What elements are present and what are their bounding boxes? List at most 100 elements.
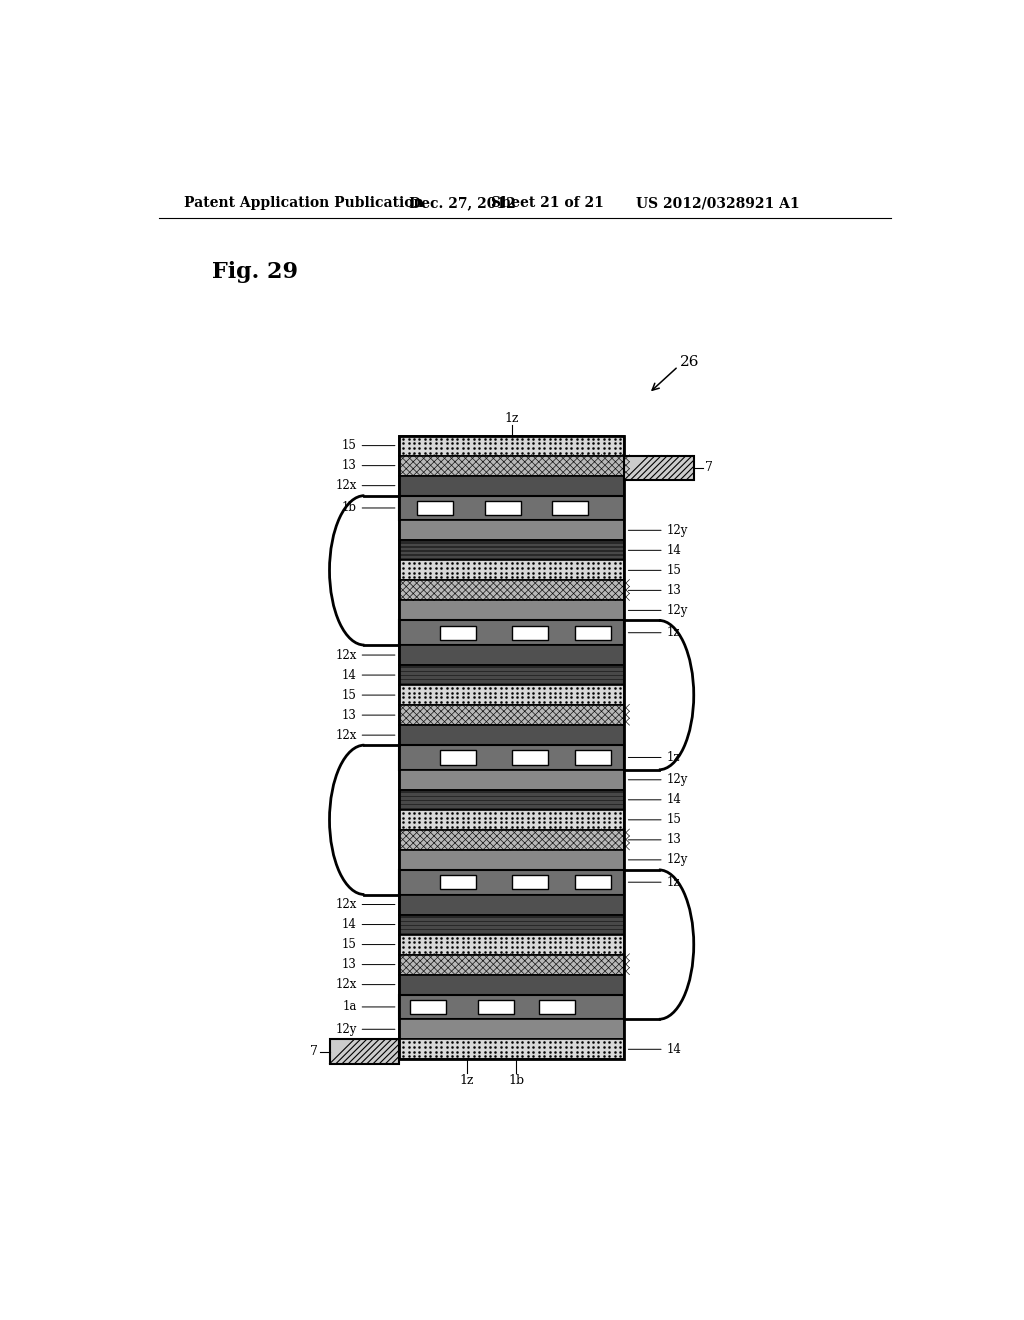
Text: 15: 15 (342, 689, 395, 702)
Bar (400, 552, 624, 554)
Bar (574, 626, 610, 640)
Bar (399, 895, 624, 915)
Text: 13: 13 (629, 833, 682, 846)
Bar (399, 915, 624, 935)
Bar (399, 744, 624, 770)
Text: 1z: 1z (460, 1074, 474, 1088)
Text: 15: 15 (629, 564, 682, 577)
Text: 7: 7 (706, 462, 714, 474)
Bar (400, 793, 624, 796)
Text: 12x: 12x (335, 479, 395, 492)
Text: 1z: 1z (629, 626, 680, 639)
Text: Fig. 29: Fig. 29 (212, 261, 298, 284)
Text: 12y: 12y (629, 603, 688, 616)
Text: 13: 13 (342, 709, 395, 722)
Bar (399, 725, 624, 744)
Bar (512, 626, 548, 640)
Text: 26: 26 (680, 355, 699, 370)
Bar (400, 544, 624, 546)
Text: 15: 15 (342, 440, 395, 453)
Bar (399, 496, 624, 520)
Bar (399, 520, 624, 540)
Bar (399, 974, 624, 995)
Bar (512, 875, 548, 890)
Text: 1b: 1b (508, 1074, 524, 1088)
Bar (399, 1019, 624, 1039)
Bar (330, 1039, 399, 1064)
Bar (399, 1039, 624, 1059)
Bar (400, 548, 624, 550)
Bar (399, 540, 624, 561)
Text: 1z: 1z (629, 875, 680, 888)
Text: Patent Application Publication: Patent Application Publication (183, 197, 424, 210)
Text: 14: 14 (629, 1043, 682, 1056)
Text: 1b: 1b (342, 502, 395, 515)
Bar (399, 850, 624, 870)
Bar (400, 925, 624, 928)
Bar (574, 750, 610, 764)
Text: US 2012/0328921 A1: US 2012/0328921 A1 (636, 197, 800, 210)
Text: 1a: 1a (342, 1001, 395, 1014)
Text: 12y: 12y (629, 774, 688, 787)
Bar (400, 680, 624, 682)
Bar (399, 770, 624, 789)
Bar (411, 999, 446, 1014)
Text: 14: 14 (629, 793, 682, 807)
Bar (439, 875, 476, 890)
Bar (399, 455, 624, 475)
Text: 12x: 12x (335, 648, 395, 661)
Bar (399, 789, 624, 810)
Bar (399, 665, 624, 685)
Bar (399, 685, 624, 705)
Bar (400, 805, 624, 808)
Text: 1z: 1z (629, 751, 680, 764)
Bar (539, 999, 574, 1014)
Bar (399, 995, 624, 1019)
Bar (417, 500, 454, 515)
Bar (400, 929, 624, 932)
Bar (399, 705, 624, 725)
Bar (400, 921, 624, 924)
Text: 14: 14 (629, 544, 682, 557)
Text: 14: 14 (342, 668, 395, 681)
Bar (484, 500, 520, 515)
Bar (399, 954, 624, 974)
Bar (399, 561, 624, 581)
Text: 7: 7 (310, 1045, 317, 1059)
Text: 12x: 12x (335, 898, 395, 911)
Text: 13: 13 (342, 459, 395, 473)
Bar (399, 581, 624, 601)
Bar (399, 620, 624, 645)
Bar (399, 935, 624, 954)
Bar (552, 500, 588, 515)
Text: 14: 14 (342, 917, 395, 931)
Text: 12x: 12x (335, 978, 395, 991)
Bar (400, 672, 624, 675)
Text: Dec. 27, 2012: Dec. 27, 2012 (409, 197, 515, 210)
Bar (399, 436, 624, 1059)
Bar (399, 475, 624, 496)
Bar (399, 601, 624, 620)
Text: 15: 15 (629, 813, 682, 826)
Bar (399, 830, 624, 850)
Bar (399, 870, 624, 895)
Text: 13: 13 (342, 958, 395, 972)
Text: 12y: 12y (335, 1023, 395, 1036)
Bar (399, 810, 624, 830)
Bar (624, 455, 693, 480)
Bar (399, 436, 624, 455)
Text: Sheet 21 of 21: Sheet 21 of 21 (490, 197, 603, 210)
Bar (400, 801, 624, 804)
Bar (478, 999, 514, 1014)
Bar (439, 626, 476, 640)
Bar (574, 875, 610, 890)
Text: 12y: 12y (629, 524, 688, 537)
Text: 13: 13 (629, 583, 682, 597)
Bar (399, 645, 624, 665)
Bar (512, 750, 548, 764)
Bar (400, 668, 624, 671)
Bar (400, 797, 624, 800)
Text: 15: 15 (342, 939, 395, 952)
Bar (400, 556, 624, 558)
Bar (400, 676, 624, 678)
